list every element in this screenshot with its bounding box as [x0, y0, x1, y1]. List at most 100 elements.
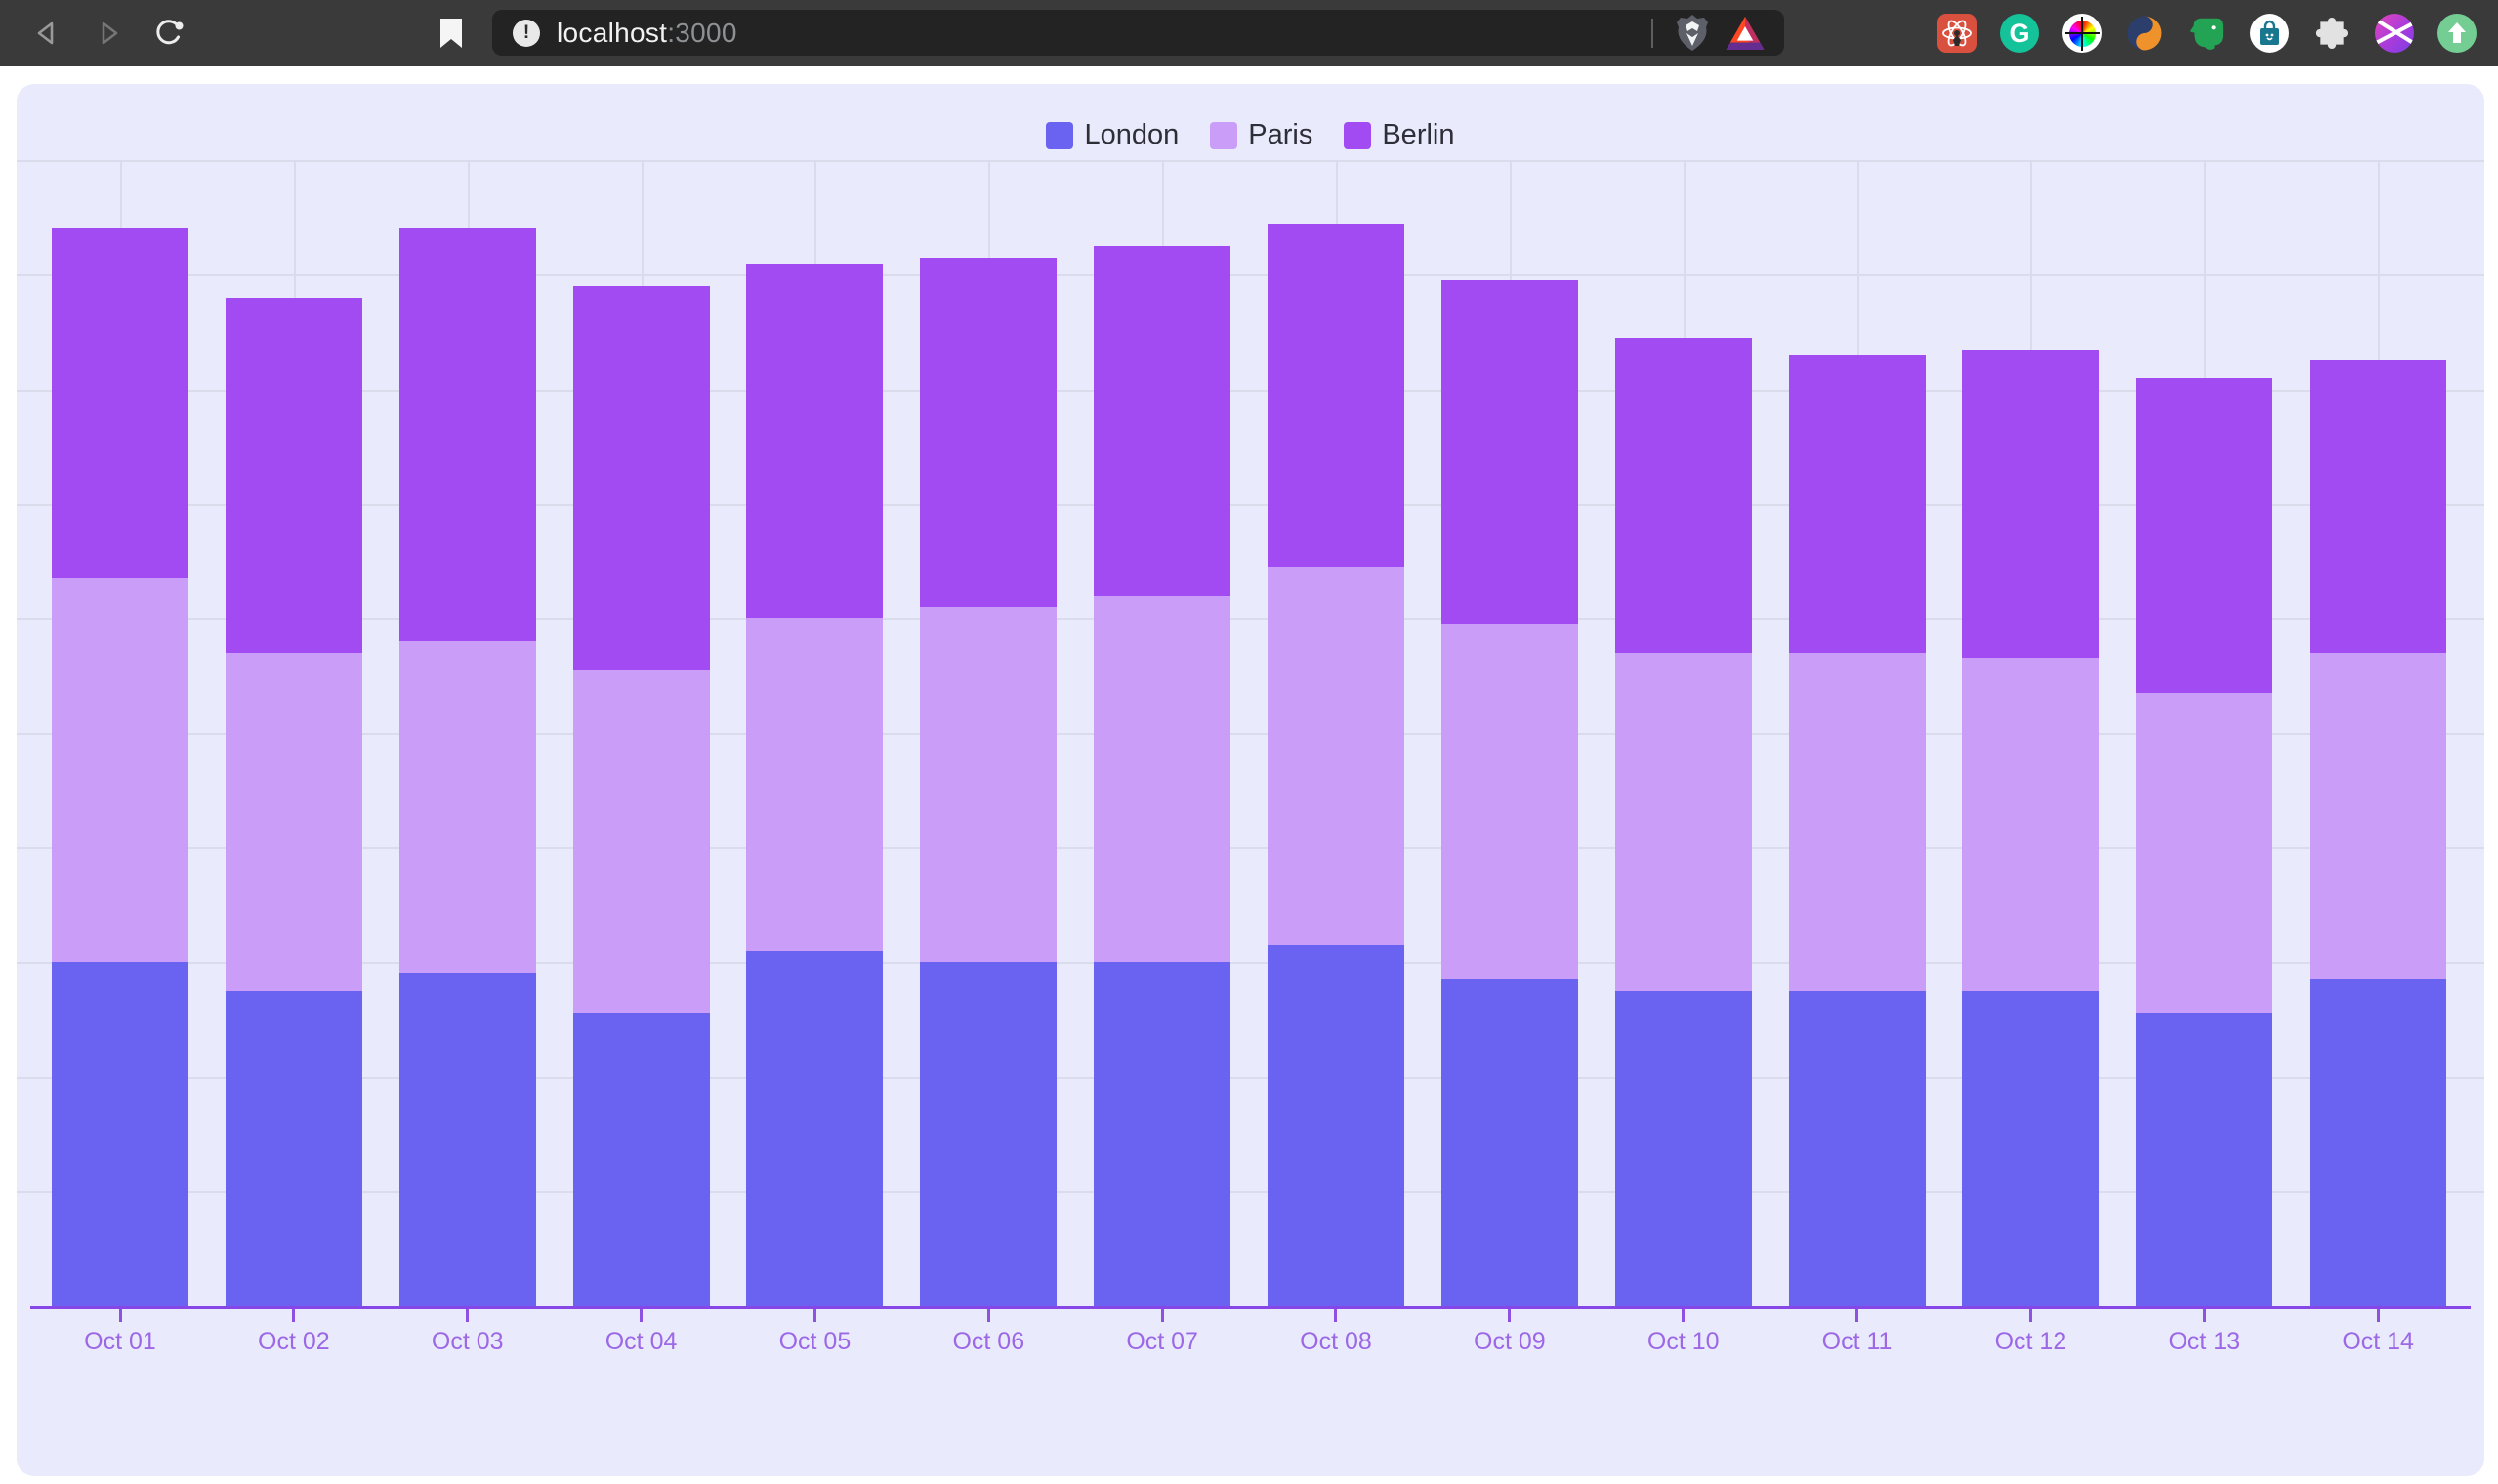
bar-segment-london[interactable]: [2136, 1013, 2273, 1306]
bar-segment-berlin[interactable]: [2310, 360, 2447, 653]
forward-button[interactable]: [93, 0, 126, 66]
bar-segment-paris[interactable]: [2310, 652, 2447, 980]
bar-segment-berlin[interactable]: [1094, 246, 1231, 596]
bar-segment-paris[interactable]: [1094, 595, 1231, 963]
bar-segment-london[interactable]: [52, 962, 188, 1306]
bar-segment-berlin[interactable]: [572, 286, 710, 671]
bar-column-oct-10[interactable]: [1614, 337, 1752, 1306]
bar-segment-london[interactable]: [1788, 990, 1926, 1306]
bar-segment-london[interactable]: [1094, 962, 1231, 1306]
back-button[interactable]: [29, 0, 62, 66]
bar-segment-paris[interactable]: [1614, 652, 1752, 991]
gridline-horizontal: [17, 618, 2484, 621]
bar-column-oct-11[interactable]: [1788, 354, 1926, 1306]
reload-button[interactable]: [150, 0, 187, 66]
x-axis-tick: [1334, 1308, 1338, 1322]
extension-shopping-bag[interactable]: [2250, 14, 2289, 53]
extensions-menu-button[interactable]: [2312, 14, 2352, 53]
bar-column-oct-03[interactable]: [398, 228, 536, 1306]
bar-segment-london[interactable]: [398, 973, 536, 1306]
bar-segment-london[interactable]: [225, 990, 362, 1306]
legend-label: Paris: [1248, 119, 1313, 150]
bar-segment-berlin[interactable]: [398, 228, 536, 641]
address-bar[interactable]: ! localhost:3000: [492, 10, 1784, 56]
url-port: :3000: [667, 17, 737, 48]
brave-rewards-button[interactable]: [1718, 16, 1772, 50]
bar-column-oct-13[interactable]: [2136, 377, 2273, 1306]
extension-gradient-x[interactable]: [2375, 14, 2414, 53]
bar-segment-london[interactable]: [920, 962, 1058, 1306]
bar-segment-paris[interactable]: [52, 578, 188, 963]
bar-segment-paris[interactable]: [746, 618, 884, 951]
bar-segment-london[interactable]: [1267, 944, 1404, 1306]
extension-grammarly[interactable]: G: [2000, 14, 2039, 53]
x-axis-label: Oct 09: [1474, 1327, 1546, 1355]
forward-arrow-icon: [102, 21, 118, 45]
extension-swirl[interactable]: [2125, 14, 2164, 53]
bar-segment-paris[interactable]: [920, 606, 1058, 963]
x-axis-tick: [466, 1308, 470, 1322]
puzzle-piece-icon: [2315, 17, 2349, 50]
legend-item-london[interactable]: London: [1046, 119, 1179, 151]
bar-segment-london[interactable]: [1440, 979, 1578, 1306]
bar-column-oct-08[interactable]: [1267, 223, 1404, 1306]
bar-segment-london[interactable]: [572, 1013, 710, 1306]
react-devtools-icon: [1937, 14, 1977, 53]
legend-label: London: [1084, 119, 1180, 150]
bar-segment-paris[interactable]: [225, 652, 362, 991]
bookmark-button[interactable]: [434, 0, 469, 66]
bar-segment-london[interactable]: [1614, 990, 1752, 1306]
navy-orange-swirl-icon: [2127, 16, 2162, 51]
bar-segment-london[interactable]: [2310, 979, 2447, 1306]
bar-segment-london[interactable]: [1962, 990, 2100, 1306]
bar-segment-berlin[interactable]: [1440, 280, 1578, 625]
bar-column-oct-05[interactable]: [746, 263, 884, 1306]
bar-segment-berlin[interactable]: [225, 297, 362, 653]
x-axis-label: Oct 07: [1126, 1327, 1198, 1355]
bar-segment-paris[interactable]: [398, 640, 536, 974]
bar-column-oct-02[interactable]: [225, 297, 362, 1306]
bar-segment-berlin[interactable]: [52, 228, 188, 579]
bar-segment-berlin[interactable]: [746, 263, 884, 619]
extension-upload[interactable]: [2437, 14, 2477, 53]
bar-segment-paris[interactable]: [1267, 566, 1404, 945]
x-axis-label: Oct 05: [778, 1327, 852, 1355]
extension-colorzilla[interactable]: [2062, 14, 2102, 53]
bar-column-oct-06[interactable]: [920, 257, 1058, 1306]
bar-column-oct-14[interactable]: [2310, 360, 2447, 1306]
omnibox-divider: [1651, 18, 1653, 48]
bar-column-oct-01[interactable]: [52, 228, 188, 1306]
reload-icon: [156, 20, 184, 45]
page-card: London Paris Berlin Oct 01 Oct 02 Oct 03 Oct …: [17, 84, 2484, 1476]
bar-segment-paris[interactable]: [1962, 658, 2100, 991]
bar-column-oct-04[interactable]: [572, 286, 710, 1306]
bar-segment-berlin[interactable]: [1614, 337, 1752, 653]
bar-segment-berlin[interactable]: [1267, 223, 1404, 567]
bar-segment-paris[interactable]: [1788, 652, 1926, 991]
bar-column-oct-12[interactable]: [1962, 349, 2100, 1306]
site-info-icon[interactable]: !: [513, 19, 540, 47]
gridline-horizontal: [17, 1076, 2484, 1079]
legend-item-berlin[interactable]: Berlin: [1344, 119, 1455, 151]
gridline-horizontal: [17, 962, 2484, 965]
bar-segment-paris[interactable]: [572, 670, 710, 1014]
x-axis-label: Oct 08: [1300, 1327, 1372, 1355]
bar-segment-london[interactable]: [746, 950, 884, 1306]
bar-segment-paris[interactable]: [1440, 624, 1578, 980]
extension-react-devtools[interactable]: [1937, 14, 1977, 53]
bar-column-oct-09[interactable]: [1440, 280, 1578, 1306]
legend-item-paris[interactable]: Paris: [1210, 119, 1312, 151]
brave-shields-button[interactable]: [1667, 14, 1718, 53]
bar-segment-berlin[interactable]: [2136, 377, 2273, 693]
x-axis-tick: [1160, 1308, 1164, 1322]
bar-segment-berlin[interactable]: [1962, 349, 2100, 659]
gradient-x-icon: [2375, 14, 2414, 53]
bar-segment-berlin[interactable]: [1788, 354, 1926, 653]
bar-column-oct-07[interactable]: [1094, 246, 1231, 1306]
url-text[interactable]: localhost:3000: [557, 18, 737, 49]
x-axis-label: Oct 01: [84, 1327, 156, 1355]
x-axis-tick: [2376, 1308, 2380, 1322]
extension-evernote[interactable]: [2187, 14, 2227, 53]
bar-segment-paris[interactable]: [2136, 692, 2273, 1014]
bar-segment-berlin[interactable]: [920, 257, 1058, 607]
